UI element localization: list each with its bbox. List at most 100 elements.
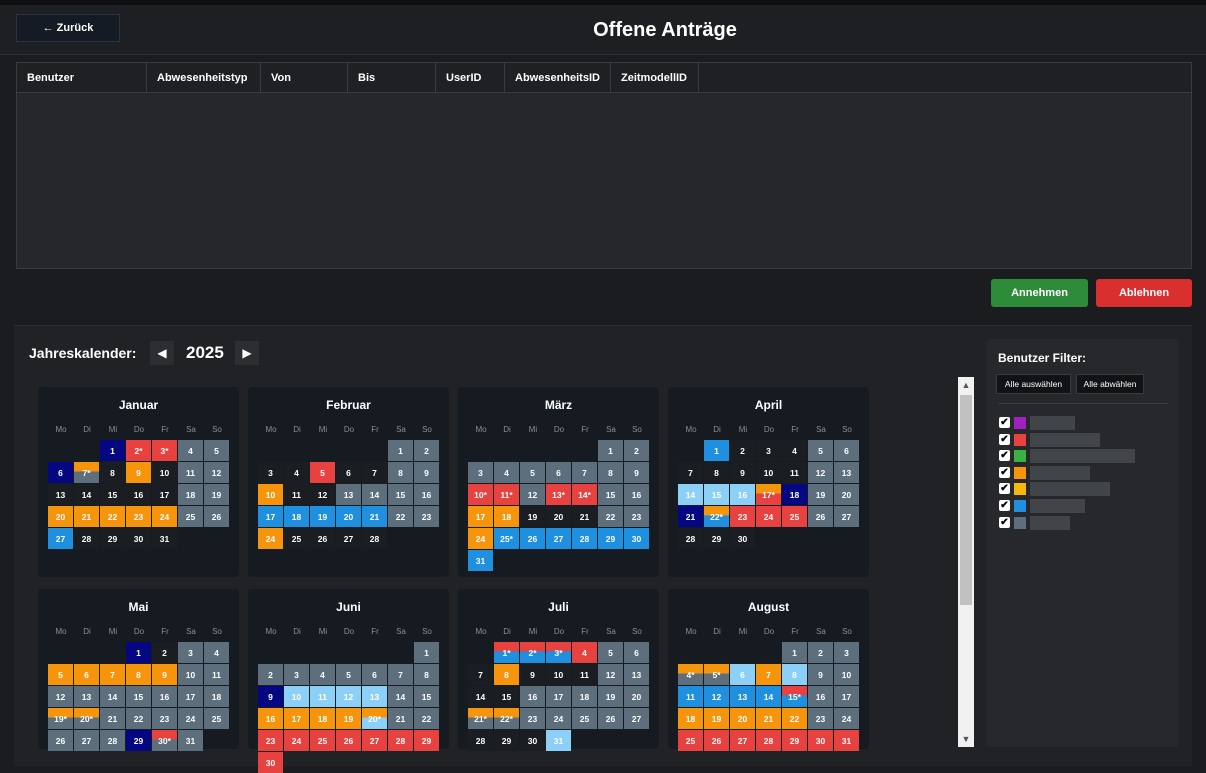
- calendar-day[interactable]: 17: [258, 506, 283, 527]
- calendar-day[interactable]: 6: [834, 440, 859, 461]
- calendar-day[interactable]: 15: [704, 484, 729, 505]
- calendar-day[interactable]: 11: [572, 664, 597, 685]
- calendar-day[interactable]: 19: [310, 506, 335, 527]
- calendar-day[interactable]: 2: [808, 642, 833, 663]
- calendar-day[interactable]: 14: [362, 484, 387, 505]
- calendar-day[interactable]: 7: [572, 462, 597, 483]
- calendar-day[interactable]: 3: [834, 642, 859, 663]
- calendar-day[interactable]: 24: [834, 708, 859, 729]
- back-button[interactable]: ← Zurück: [16, 14, 120, 42]
- calendar-day[interactable]: 12: [598, 664, 623, 685]
- calendar-day[interactable]: 29: [414, 730, 439, 751]
- calendar-day[interactable]: 3*: [152, 440, 177, 461]
- calendar-day[interactable]: 26: [310, 528, 335, 549]
- calendar-day[interactable]: 6: [336, 462, 361, 483]
- calendar-day[interactable]: 15: [494, 686, 519, 707]
- calendar-day[interactable]: 9: [126, 462, 151, 483]
- calendar-day[interactable]: 28: [468, 730, 493, 751]
- calendar-day[interactable]: 9: [258, 686, 283, 707]
- calendar-day[interactable]: 12: [808, 462, 833, 483]
- calendar-day[interactable]: 18: [204, 686, 229, 707]
- calendar-day[interactable]: 8: [598, 462, 623, 483]
- calendar-day[interactable]: 7: [100, 664, 125, 685]
- calendar-day[interactable]: 17: [546, 686, 571, 707]
- calendar-day[interactable]: 16: [152, 686, 177, 707]
- calendar-day[interactable]: 28: [756, 730, 781, 751]
- calendar-day[interactable]: 16: [624, 484, 649, 505]
- calendar-day[interactable]: 9: [414, 462, 439, 483]
- calendar-day[interactable]: 3: [258, 462, 283, 483]
- calendar-day[interactable]: 24: [468, 528, 493, 549]
- calendar-day[interactable]: 10: [834, 664, 859, 685]
- checkbox-checked-icon[interactable]: ✔: [999, 483, 1010, 495]
- calendar-day[interactable]: 24: [258, 528, 283, 549]
- calendar-day[interactable]: 20: [336, 506, 361, 527]
- calendar-day[interactable]: 1: [388, 440, 413, 461]
- checkbox-checked-icon[interactable]: ✔: [999, 450, 1010, 462]
- calendar-day[interactable]: 23: [624, 506, 649, 527]
- calendar-day[interactable]: 9: [808, 664, 833, 685]
- calendar-day[interactable]: 28: [74, 528, 99, 549]
- calendar-day[interactable]: 25: [572, 708, 597, 729]
- calendar-day[interactable]: 10: [152, 462, 177, 483]
- calendar-day[interactable]: 25: [782, 506, 807, 527]
- calendar-day[interactable]: 24: [178, 708, 203, 729]
- calendar-day[interactable]: 1: [126, 642, 151, 663]
- calendar-day[interactable]: 25*: [494, 528, 519, 549]
- calendar-day[interactable]: 5*: [704, 664, 729, 685]
- calendar-day[interactable]: 22: [388, 506, 413, 527]
- calendar-day[interactable]: 7: [362, 462, 387, 483]
- calendar-day[interactable]: 27: [362, 730, 387, 751]
- calendar-day[interactable]: 22: [598, 506, 623, 527]
- calendar-day[interactable]: 6: [546, 462, 571, 483]
- calendar-day[interactable]: 13: [74, 686, 99, 707]
- calendar-day[interactable]: 13: [834, 462, 859, 483]
- calendar-day[interactable]: 21*: [468, 708, 493, 729]
- calendar-day[interactable]: 30*: [152, 730, 177, 751]
- calendar-day[interactable]: 22*: [494, 708, 519, 729]
- calendar-day[interactable]: 2: [414, 440, 439, 461]
- checkbox-checked-icon[interactable]: ✔: [999, 500, 1010, 511]
- calendar-day[interactable]: 7: [756, 664, 781, 685]
- calendar-day[interactable]: 18: [284, 506, 309, 527]
- col-abwesenheitstyp[interactable]: Abwesenheitstyp: [147, 63, 261, 92]
- calendar-day[interactable]: 8: [494, 664, 519, 685]
- col-abwesenheitsid[interactable]: AbwesenheitsID: [505, 63, 611, 92]
- scroll-down-icon[interactable]: ▼: [961, 734, 971, 744]
- calendar-day[interactable]: 2: [152, 642, 177, 663]
- calendar-day[interactable]: 11: [284, 484, 309, 505]
- calendar-day[interactable]: 3: [178, 642, 203, 663]
- calendar-day[interactable]: 20: [624, 686, 649, 707]
- calendar-day[interactable]: 11: [782, 462, 807, 483]
- calendar-day[interactable]: 10: [756, 462, 781, 483]
- calendar-day[interactable]: 11: [204, 664, 229, 685]
- calendar-day[interactable]: 13: [48, 484, 73, 505]
- calendar-day[interactable]: 11: [178, 462, 203, 483]
- checkbox-checked-icon[interactable]: ✔: [999, 433, 1010, 445]
- calendar-day[interactable]: 26: [336, 730, 361, 751]
- prev-year-button[interactable]: ◀: [150, 341, 174, 365]
- calendar-day[interactable]: 16: [258, 708, 283, 729]
- reject-button[interactable]: Ablehnen: [1096, 279, 1192, 307]
- calendar-day[interactable]: 22: [782, 708, 807, 729]
- calendar-day[interactable]: 29: [100, 528, 125, 549]
- calendar-day[interactable]: 23: [520, 708, 545, 729]
- calendar-day[interactable]: 5: [48, 664, 73, 685]
- calendar-day[interactable]: 12: [704, 686, 729, 707]
- calendar-day[interactable]: 25: [284, 528, 309, 549]
- checkbox-checked-icon[interactable]: ✔: [999, 466, 1010, 478]
- calendar-day[interactable]: 29: [782, 730, 807, 751]
- calendar-day[interactable]: 21: [388, 708, 413, 729]
- calendar-day[interactable]: 19: [520, 506, 545, 527]
- col-zeitmodellid[interactable]: ZeitmodellID: [611, 63, 699, 92]
- calendar-day[interactable]: 4: [310, 664, 335, 685]
- calendar-day[interactable]: 10*: [468, 484, 493, 505]
- calendar-day[interactable]: 21: [678, 506, 703, 527]
- col-benutzer[interactable]: Benutzer: [17, 63, 147, 92]
- calendar-day[interactable]: 17: [468, 506, 493, 527]
- calendar-day[interactable]: 20: [546, 506, 571, 527]
- calendar-day[interactable]: 19: [336, 708, 361, 729]
- calendar-day[interactable]: 1: [414, 642, 439, 663]
- calendar-day[interactable]: 16: [126, 484, 151, 505]
- calendar-day[interactable]: 15: [100, 484, 125, 505]
